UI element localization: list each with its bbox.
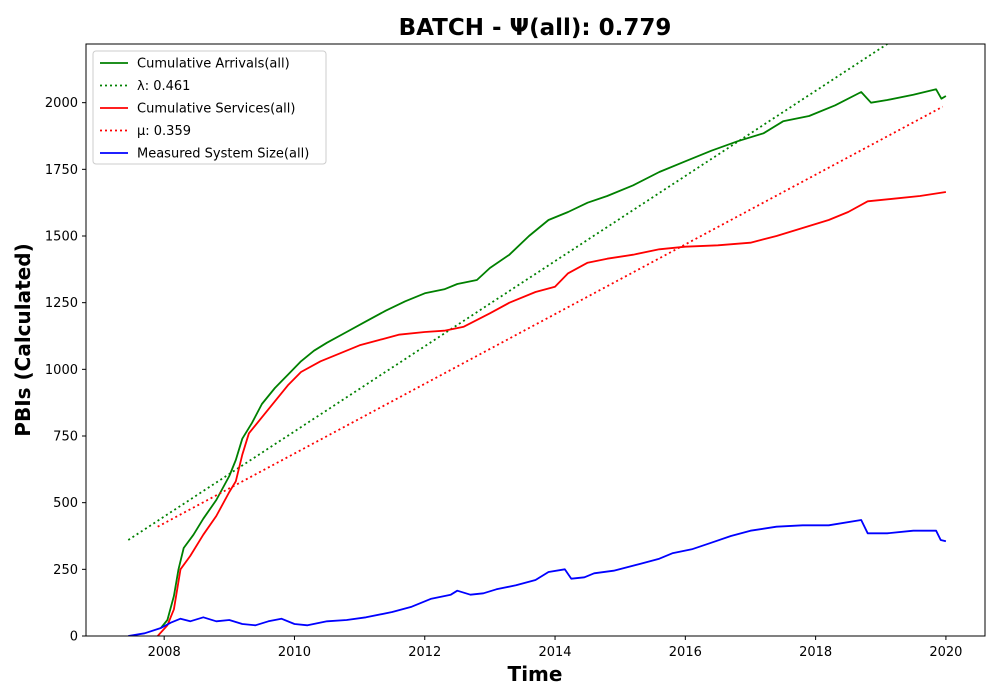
y-tick-label: 2000 [45, 96, 78, 111]
y-tick-label: 750 [53, 430, 78, 445]
series-line-5 [128, 519, 947, 636]
legend-label-cumulative-arrivals-all: Cumulative Arrivals(all) [137, 57, 290, 72]
legend-label-measured-system-size-all: Measured System Size(all) [137, 147, 309, 162]
x-tick-label: 2018 [799, 645, 832, 660]
y-tick-label: 1000 [45, 363, 78, 378]
legend-label-cumulative-services-all: Cumulative Services(all) [137, 102, 295, 117]
legend-label-0-461: λ: 0.461 [137, 79, 190, 94]
x-axis-label: Time [508, 662, 563, 686]
y-axis-ticks: 0 250 500 750 1000 1250 1500 1750 2000 [45, 96, 86, 645]
series-line-1 [160, 88, 947, 629]
series-line-2 [127, 44, 888, 541]
legend: Cumulative Arrivals(all) λ: 0.461 Cumulati… [92, 50, 327, 165]
x-tick-label: 2014 [538, 645, 571, 660]
x-tick-label: 2016 [669, 645, 702, 660]
series-layer [127, 44, 947, 636]
plot-frame [85, 43, 986, 637]
x-tick-label: 2008 [148, 645, 181, 660]
series-line-3 [157, 191, 947, 636]
chart-title: BATCH - Ψ(all): 0.779 [399, 15, 672, 41]
legend-box [92, 50, 327, 165]
y-tick-label: 500 [53, 496, 78, 511]
x-tick-label: 2010 [278, 645, 311, 660]
y-axis-label: PBIs (Calculated) [11, 243, 35, 436]
y-tick-label: 0 [70, 630, 78, 645]
y-tick-label: 250 [53, 563, 78, 578]
x-tick-label: 2020 [929, 645, 962, 660]
series-line-4 [157, 105, 944, 528]
legend-label-0-359: μ: 0.359 [137, 124, 191, 139]
x-tick-label: 2012 [408, 645, 441, 660]
y-tick-label: 1750 [45, 163, 78, 178]
y-tick-label: 1250 [45, 296, 78, 311]
y-tick-label: 1500 [45, 230, 78, 245]
x-axis-ticks: 2008 2010 2012 2014 2016 2018 2020 [148, 636, 962, 660]
